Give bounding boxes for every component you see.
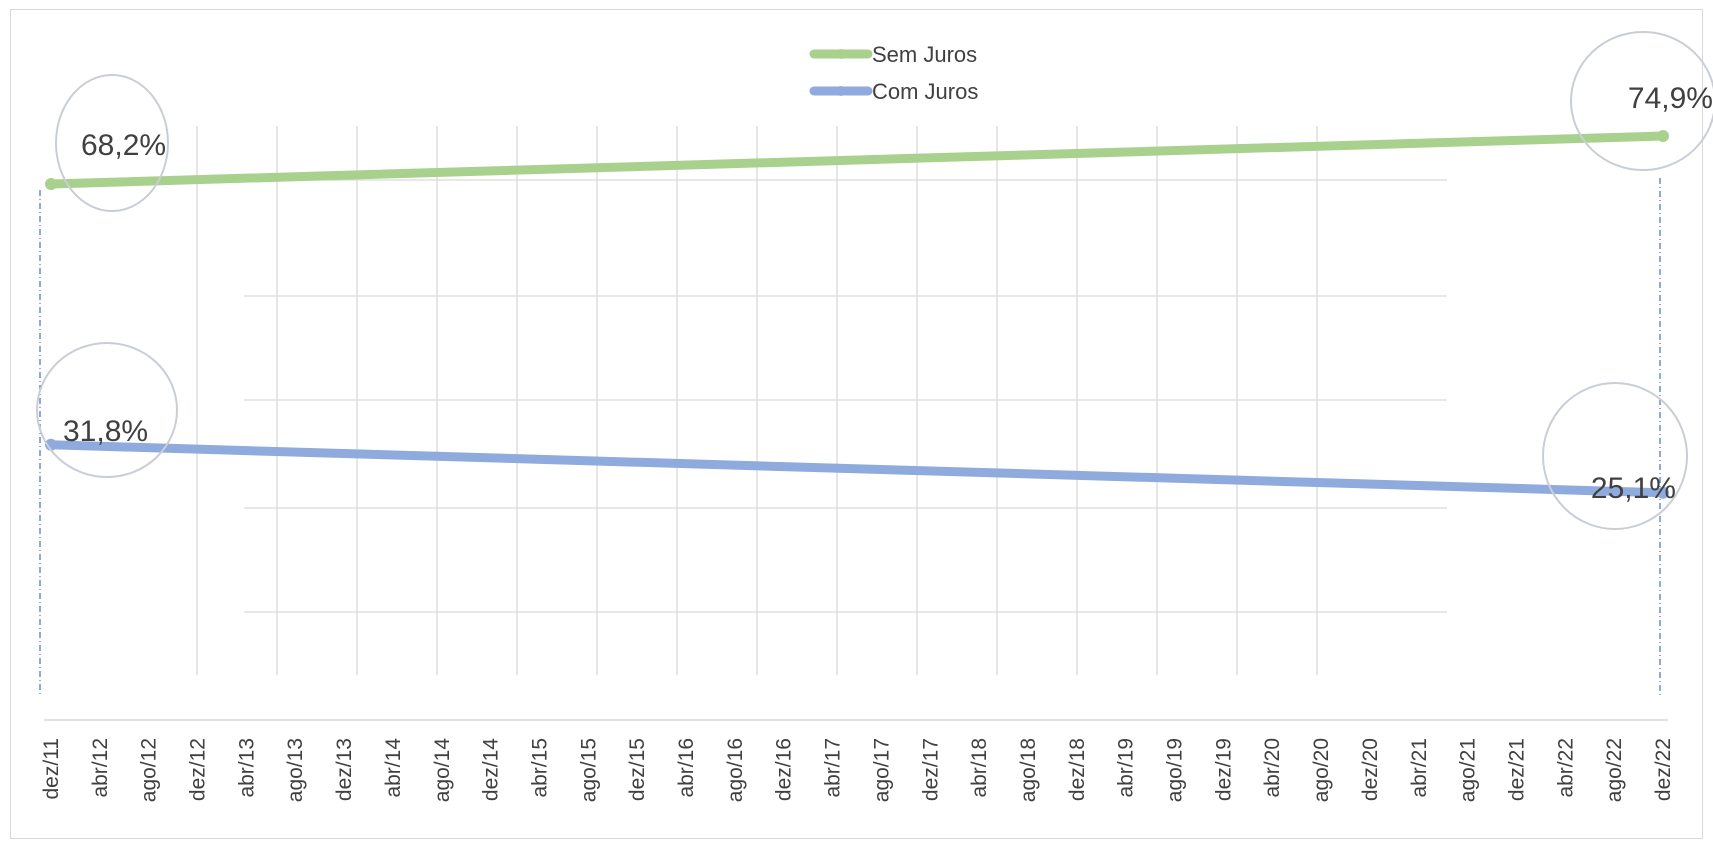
x-tick-label: dez/22: [1652, 738, 1675, 801]
x-tick-label: dez/20: [1359, 738, 1382, 801]
x-tick-label: ago/22: [1603, 738, 1626, 802]
x-tick-label: dez/19: [1212, 738, 1235, 801]
x-tick-label: dez/21: [1505, 738, 1528, 801]
highlight-circle: [1570, 31, 1713, 171]
x-tick-label: abr/15: [528, 738, 551, 798]
x-tick-label: dez/18: [1066, 738, 1089, 801]
x-tick-label: dez/11: [40, 738, 63, 800]
x-tick-label: dez/14: [480, 738, 503, 801]
x-tick-label: ago/18: [1017, 738, 1040, 802]
data-point: [1657, 130, 1669, 142]
legend: Sem Juros Com Juros: [809, 42, 978, 104]
data-point: [45, 178, 57, 190]
x-tick-label: dez/16: [773, 738, 796, 801]
x-tick-label: abr/13: [235, 738, 258, 798]
highlight-circle: [55, 74, 169, 212]
x-tick-label: dez/12: [187, 738, 210, 801]
legend-label: Sem Juros: [872, 42, 977, 67]
data-label: 68,2%: [81, 129, 166, 162]
highlight-circle: [1542, 382, 1688, 530]
x-tick-label: abr/21: [1408, 738, 1431, 798]
highlight-circle: [36, 342, 178, 478]
grid-layer: [39, 126, 1661, 697]
x-axis: dez/11 abr/12 ago/12 dez/12 abr/13 ago/13 dez/…: [40, 719, 1675, 803]
x-tick-label: abr/18: [968, 738, 991, 798]
data-label: 74,9%: [1628, 82, 1713, 115]
x-tick-label: ago/15: [577, 738, 600, 802]
legend-label: Com Juros: [872, 79, 978, 104]
x-tick-label: ago/16: [724, 738, 747, 802]
x-tick-label: abr/17: [822, 738, 845, 798]
x-tick-label: abr/22: [1554, 738, 1577, 798]
data-point: [1657, 486, 1669, 499]
x-tick-label: abr/12: [89, 738, 112, 798]
legend-marker: [836, 49, 846, 59]
annotation-layer: 68,2% 74,9% 31,8% 25,1%: [36, 31, 1713, 530]
x-tick-label: ago/19: [1164, 738, 1187, 802]
x-tick-label: dez/15: [626, 738, 649, 801]
x-tick-label: dez/13: [333, 738, 356, 801]
legend-marker: [836, 86, 846, 96]
series-line-sem-juros: [46, 131, 1668, 189]
data-label: 25,1%: [1591, 472, 1676, 505]
series-layer: [45, 130, 1669, 499]
x-tick-label: abr/14: [382, 738, 405, 798]
x-tick-label: ago/17: [870, 738, 893, 802]
x-tick-label: ago/13: [284, 738, 307, 802]
x-tick-label: abr/16: [675, 738, 698, 798]
x-tick-label: ago/14: [431, 738, 454, 803]
x-tick-label: ago/20: [1310, 738, 1333, 802]
x-tick-label: ago/12: [138, 738, 161, 802]
data-label: 31,8%: [63, 415, 148, 448]
x-tick-label: abr/19: [1115, 738, 1138, 798]
x-tick-label: abr/20: [1261, 738, 1284, 798]
x-tick-label: dez/17: [919, 738, 942, 801]
series-line-com-juros: [46, 440, 1668, 498]
x-tick-label: ago/21: [1457, 738, 1480, 802]
